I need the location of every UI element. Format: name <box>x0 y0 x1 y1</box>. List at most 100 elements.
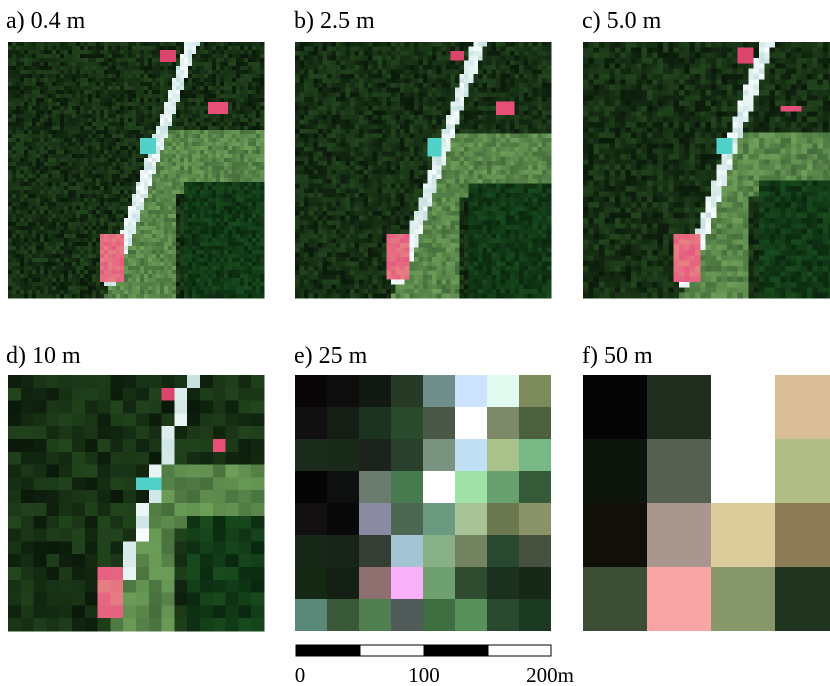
pixel <box>192 126 196 130</box>
pixel <box>76 210 80 214</box>
pixel <box>260 74 264 78</box>
pixel <box>204 154 208 158</box>
pixel <box>208 158 212 162</box>
pixel <box>120 218 124 222</box>
pixel <box>40 58 44 62</box>
pixel <box>341 92 346 97</box>
pixel <box>44 166 48 170</box>
pixel <box>232 102 236 106</box>
pixel <box>224 274 228 278</box>
pixel <box>24 238 28 242</box>
pixel <box>469 88 474 93</box>
pixel <box>36 234 40 238</box>
pixel <box>224 258 228 262</box>
pixel <box>8 86 12 90</box>
pixel <box>140 210 144 214</box>
pixel <box>24 134 28 138</box>
pixel <box>248 254 252 258</box>
pixel <box>152 146 156 150</box>
pixel <box>52 62 56 66</box>
pixel <box>327 101 332 106</box>
pixel <box>176 98 180 102</box>
pixel <box>104 262 108 266</box>
pixel <box>152 254 156 258</box>
pixel <box>164 214 168 218</box>
pixel <box>52 74 56 78</box>
pixel <box>224 110 228 114</box>
pixel <box>220 202 224 206</box>
pixel <box>450 106 455 111</box>
pixel <box>240 186 244 190</box>
pixel <box>441 92 446 97</box>
pixel <box>212 242 216 246</box>
pixel <box>184 218 188 222</box>
pixel <box>60 42 64 46</box>
pixel <box>248 294 252 298</box>
pixel <box>460 51 465 56</box>
pixel <box>256 42 260 46</box>
pixel <box>341 69 346 74</box>
pixel <box>192 158 196 162</box>
pixel <box>168 162 172 166</box>
pixel <box>72 82 76 86</box>
pixel <box>212 54 216 58</box>
pixel <box>184 98 188 102</box>
pixel <box>252 266 256 270</box>
pixel <box>88 274 92 278</box>
pixel <box>48 262 52 266</box>
pixel <box>128 122 132 126</box>
pixel <box>192 130 196 134</box>
pixel <box>104 78 108 82</box>
pixel <box>88 210 92 214</box>
pixel <box>232 154 236 158</box>
pixel <box>56 270 60 274</box>
pixel <box>152 202 156 206</box>
pixel <box>96 182 100 186</box>
pixel <box>192 86 196 90</box>
pixel <box>156 174 160 178</box>
pixel <box>204 58 208 62</box>
pixel <box>524 51 529 56</box>
pixel <box>224 134 228 138</box>
pixel <box>44 210 48 214</box>
pixel <box>184 130 188 134</box>
pixel <box>160 182 164 186</box>
pixel <box>72 262 76 266</box>
pixel <box>164 74 168 78</box>
pixel <box>244 146 248 150</box>
pixel <box>44 106 48 110</box>
pixel <box>8 70 12 74</box>
pixel <box>72 266 76 270</box>
pixel <box>208 150 212 154</box>
pixel <box>108 242 112 246</box>
pixel <box>116 206 120 210</box>
pixel <box>204 206 208 210</box>
pixel <box>220 210 224 214</box>
pixel <box>200 194 204 198</box>
pixel <box>359 47 364 52</box>
pixel <box>188 158 192 162</box>
pixel <box>519 111 524 116</box>
pixel <box>260 270 264 274</box>
pixel <box>180 246 184 250</box>
pixel <box>224 266 228 270</box>
pixel <box>100 114 104 118</box>
pixel <box>244 242 248 246</box>
pixel <box>80 90 84 94</box>
pixel <box>68 58 72 62</box>
pixel <box>204 254 208 258</box>
pixel <box>252 194 256 198</box>
pixel <box>80 150 84 154</box>
pixel <box>409 101 414 106</box>
pixel <box>80 238 84 242</box>
pixel <box>148 94 152 98</box>
pixel <box>252 170 256 174</box>
pixel <box>455 65 460 70</box>
pixel <box>192 246 196 250</box>
pixel <box>200 46 204 50</box>
pixel <box>200 206 204 210</box>
pixel <box>418 60 423 65</box>
pixel <box>260 98 264 102</box>
pixel <box>364 69 369 74</box>
pixel <box>136 66 140 70</box>
